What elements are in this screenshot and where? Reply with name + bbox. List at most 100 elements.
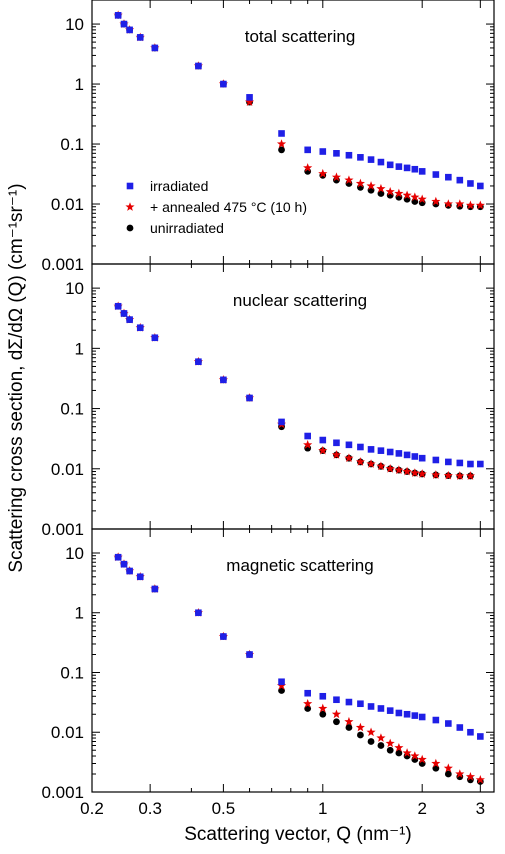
data-point-star bbox=[410, 468, 420, 477]
data-point-square bbox=[467, 180, 474, 187]
panel-1: 0.001 0.01 0.1 1 10 total scattering bbox=[41, 0, 495, 274]
data-point-circle bbox=[367, 738, 375, 745]
data-point-square bbox=[357, 700, 364, 708]
x-tick-label: 1 bbox=[318, 799, 327, 818]
data-point-circle bbox=[357, 731, 364, 739]
data-point-square bbox=[377, 705, 385, 712]
data-point-circle bbox=[333, 718, 340, 726]
data-point-square bbox=[377, 447, 385, 454]
data-point-square bbox=[418, 454, 426, 462]
data-point-square bbox=[136, 34, 144, 41]
data-point-square bbox=[114, 553, 122, 561]
data-point-square bbox=[345, 151, 353, 159]
data-point-circle bbox=[386, 746, 394, 754]
x-tick-label: 3 bbox=[476, 799, 485, 818]
data-point-star bbox=[344, 453, 354, 463]
data-point-square bbox=[151, 585, 159, 593]
series-0 bbox=[114, 302, 484, 468]
data-point-square bbox=[477, 733, 484, 740]
data-point-square bbox=[411, 165, 419, 173]
data-point-square bbox=[120, 20, 128, 28]
x-axis-label: Scattering vector, Q (nm⁻¹) bbox=[184, 824, 412, 845]
data-point-square bbox=[114, 11, 122, 19]
data-point-star bbox=[475, 775, 485, 784]
data-point-circle bbox=[126, 224, 134, 232]
data-point-star bbox=[417, 754, 427, 764]
data-point-star bbox=[402, 748, 412, 757]
data-point-star bbox=[318, 168, 328, 178]
data-point-circle bbox=[278, 146, 285, 154]
data-point-square bbox=[432, 456, 440, 464]
data-point-star bbox=[376, 733, 386, 742]
data-point-square bbox=[403, 451, 411, 459]
y-tick-label: 0.1 bbox=[60, 663, 84, 682]
data-point-star bbox=[366, 727, 376, 737]
data-point-square bbox=[395, 709, 403, 717]
data-point-square bbox=[367, 703, 375, 710]
data-point-square bbox=[432, 716, 440, 724]
data-point-square bbox=[418, 713, 426, 721]
data-point-circle bbox=[345, 724, 353, 731]
data-point-circle bbox=[377, 742, 385, 749]
data-point-square bbox=[333, 439, 340, 447]
data-point-star bbox=[344, 716, 354, 726]
panel-title: nuclear scattering bbox=[233, 291, 367, 310]
data-point-square bbox=[456, 176, 464, 184]
data-point-square bbox=[304, 689, 311, 697]
data-point-star bbox=[385, 463, 395, 473]
data-point-square bbox=[126, 182, 134, 190]
data-point-star bbox=[410, 192, 420, 202]
data-point-square bbox=[120, 310, 128, 317]
panel-frame bbox=[91, 528, 495, 793]
data-point-star bbox=[355, 722, 365, 732]
data-point-square bbox=[220, 376, 227, 384]
data-point-square bbox=[357, 154, 364, 161]
data-point-square bbox=[304, 146, 311, 154]
panel-2: 0.001 0.01 0.1 1 10 nuclear scattering bbox=[41, 263, 495, 539]
data-point-square bbox=[403, 710, 411, 718]
data-point-square bbox=[345, 441, 353, 449]
data-point-square bbox=[333, 150, 340, 157]
data-point-star bbox=[303, 163, 313, 172]
y-tick-label: 1 bbox=[75, 75, 84, 94]
data-point-square bbox=[278, 418, 285, 426]
y-tick-label: 0.01 bbox=[51, 723, 84, 742]
y-tick-label: 0.001 bbox=[41, 255, 84, 274]
data-point-star bbox=[125, 202, 135, 211]
data-point-star bbox=[331, 172, 342, 182]
legend-label: irradiated bbox=[150, 178, 208, 194]
data-point-square bbox=[246, 394, 253, 402]
data-point-square bbox=[456, 459, 464, 467]
data-point-square bbox=[195, 609, 202, 617]
legend-label: unirradiated bbox=[150, 220, 224, 236]
data-point-square bbox=[367, 156, 375, 163]
data-point-star bbox=[244, 97, 255, 106]
data-point-square bbox=[151, 334, 159, 342]
data-point-star bbox=[465, 200, 475, 210]
y-tick-label: 1 bbox=[75, 339, 84, 358]
series-0 bbox=[114, 553, 484, 740]
y-tick-label: 0.001 bbox=[41, 783, 84, 802]
data-point-star bbox=[376, 461, 386, 471]
data-point-square bbox=[403, 164, 411, 172]
data-point-square bbox=[467, 460, 474, 468]
data-point-square bbox=[120, 560, 128, 568]
data-point-square bbox=[136, 573, 144, 581]
data-point-square bbox=[418, 168, 426, 175]
data-point-star bbox=[431, 470, 441, 479]
data-point-square bbox=[477, 182, 484, 190]
data-point-square bbox=[319, 436, 327, 444]
data-point-star bbox=[303, 698, 313, 708]
data-point-star bbox=[276, 680, 287, 690]
y-tick-label: 10 bbox=[65, 279, 84, 298]
data-point-star bbox=[475, 200, 485, 210]
data-point-star bbox=[394, 188, 404, 198]
data-point-square bbox=[395, 450, 403, 457]
y-tick-label: 0.01 bbox=[51, 195, 84, 214]
y-tick-label: 10 bbox=[65, 544, 84, 563]
data-point-star bbox=[402, 466, 412, 476]
data-point-square bbox=[304, 432, 311, 440]
x-tick-label: 0.5 bbox=[212, 799, 236, 818]
y-tick-label: 1 bbox=[75, 604, 84, 623]
data-point-star bbox=[402, 190, 412, 200]
